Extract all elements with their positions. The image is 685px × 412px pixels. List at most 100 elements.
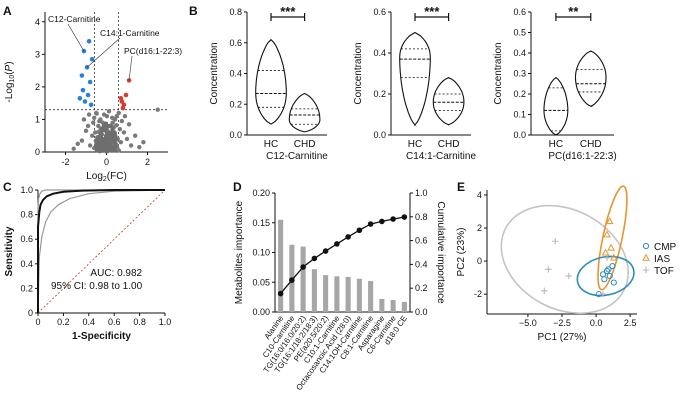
point-nonsignificant (106, 148, 111, 153)
y-tick-label: -2 (474, 289, 482, 299)
y-tick-label: 0 (477, 256, 482, 266)
y-tick-label: 4 (477, 190, 482, 200)
x-tick-label: 0.2 (57, 317, 70, 327)
point-TOF (541, 287, 548, 295)
y-tick-label: 0.6 (513, 7, 526, 17)
importance-bar (401, 301, 407, 312)
y2-tick-label: 0.2 (415, 283, 428, 293)
y-axis-title: Concentration (353, 42, 364, 104)
point-down-regulated (89, 56, 95, 62)
reference-diagonal (37, 189, 166, 314)
cumulative-point (356, 227, 363, 234)
x-tick-label: 0.6 (108, 317, 121, 327)
y-tick-label: 0.4 (20, 259, 33, 269)
point-nonsignificant (108, 123, 113, 128)
cumulative-point (277, 290, 284, 297)
point-nonsignificant (114, 113, 119, 119)
point-CMP (609, 262, 616, 270)
point-nonsignificant (110, 120, 115, 125)
point-nonsignificant (118, 140, 124, 145)
x-axis-title: 1-Specificity (72, 331, 131, 342)
group-label: CHD (294, 139, 316, 150)
x-tick-label: −2.5 (553, 318, 571, 328)
point-TOF (565, 272, 573, 280)
significance-stars: ** (568, 4, 579, 19)
point-nonsignificant (112, 141, 117, 146)
y2-tick-label: 0.8 (415, 212, 428, 222)
y-tick-label: 0.8 (229, 7, 242, 17)
annotation-leader (128, 55, 133, 81)
point-nonsignificant (83, 128, 89, 134)
panel-label-a: A (3, 4, 12, 18)
y-tick-label: 0.00 (252, 307, 270, 317)
significance-stars: *** (424, 4, 440, 19)
point-nonsignificant (97, 118, 102, 124)
point-nonsignificant (100, 127, 105, 132)
y-axis-title: Concentration (209, 42, 220, 104)
point-TOF (599, 290, 607, 298)
point-nonsignificant (94, 147, 99, 152)
y-axis-title: PC2 (23%) (456, 228, 467, 277)
group-label: HC (549, 139, 563, 150)
x-tick-label: 2.5 (624, 318, 637, 328)
x-axis-title: Log2(FC) (86, 171, 127, 183)
y-tick-label: 0 (35, 147, 40, 157)
importance-bar (334, 276, 340, 312)
point-IAS (607, 243, 615, 251)
point-nonsignificant (121, 130, 127, 135)
point-nonsignificant (100, 120, 106, 125)
violin-HC (543, 76, 569, 136)
y-axis-title: Concentration (493, 42, 504, 104)
panel-label-e: E (457, 180, 465, 194)
legend-marker-TOF (642, 266, 650, 274)
roc-curve-plot: 0 0.2 0.4 0.6 0.8 1.0 0 0.2 0.4 0.6 0.8 1.0 AUC: 0.9… (4, 185, 171, 342)
y-tick-label: 0.3 (513, 69, 526, 79)
point-IAS (605, 217, 614, 225)
point-down-regulated (85, 92, 91, 98)
point-nonsignificant (81, 117, 87, 122)
y-tick-label: 2 (35, 82, 40, 92)
y2-axis-title: Cumulative importance (435, 201, 446, 304)
point-nonsignificant (100, 148, 105, 153)
roc-curve-upper (37, 189, 165, 313)
point-IAS (609, 253, 618, 261)
y-tick-label: 1.0 (20, 185, 33, 195)
legend-marker-IAS (642, 253, 650, 261)
y-tick-label: 0.5 (513, 28, 526, 38)
point-CMP (610, 279, 617, 286)
point-CMP (601, 276, 608, 283)
violin-CHD (288, 92, 321, 133)
y-tick-label: 0 (28, 308, 33, 318)
point-nonsignificant (128, 143, 134, 148)
violin-HC (255, 38, 287, 125)
point-nonsignificant (86, 112, 92, 117)
point-IAS (601, 248, 610, 256)
x-tick-label: -2 (61, 157, 69, 167)
violin-plot-2: 0.0 0.2 0.4 0.6 Concentration HC CHD *** C14:1-C… (353, 4, 476, 162)
y-tick-label: 2 (477, 223, 482, 233)
point-nonsignificant (104, 113, 110, 119)
point-down-regulated (77, 95, 83, 101)
group-label: HC (408, 139, 422, 150)
auc-annotation: 95% CI: 0.98 to 1.00 (51, 281, 143, 292)
x-tick-label: 0.8 (133, 317, 146, 327)
y2-tick-label: 1.0 (415, 188, 428, 198)
group-label: HC (264, 139, 278, 150)
violin-plot-title: PC(d16:1-22:3) (548, 151, 616, 162)
point-nonsignificant (141, 140, 146, 145)
violin-plots: 0.0 0.2 0.4 0.6 0.8 Concentration HC CHD *** C12-… (209, 4, 617, 162)
y-tick-label: 0.4 (373, 48, 386, 58)
y-tick-label: 0.0 (229, 130, 242, 140)
point-nonsignificant (92, 115, 97, 121)
confidence-ellipse-CMP (576, 255, 635, 297)
annotation-leader (86, 37, 121, 68)
point-down-regulated (87, 79, 93, 85)
legend-label: TOF (654, 266, 674, 277)
cumulative-point (334, 241, 340, 247)
violin-plot-1: 0.0 0.2 0.4 0.6 0.8 Concentration HC CHD *** C12-… (209, 4, 328, 162)
cumulative-point (367, 221, 374, 227)
point-down-regulated (88, 102, 94, 108)
x-axis-title: PC1 (27%) (538, 332, 587, 343)
point-nonsignificant (114, 123, 119, 128)
